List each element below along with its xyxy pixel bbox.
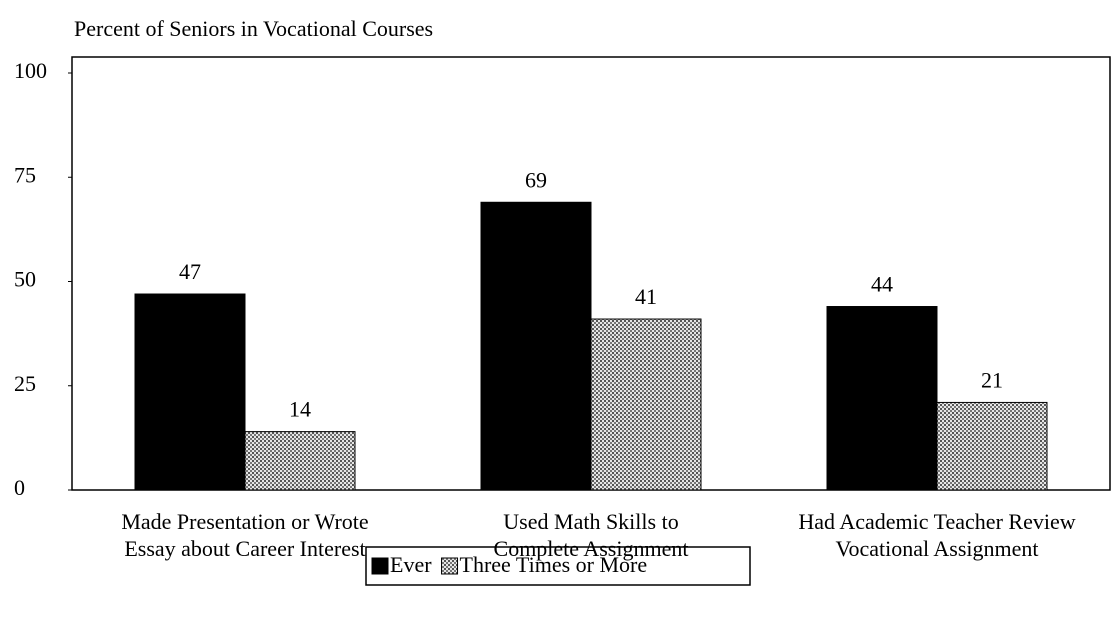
chart-title: Percent of Seniors in Vocational Courses [74, 16, 433, 41]
legend-box [365, 546, 751, 586]
legend-swatch [441, 557, 459, 575]
y-tick-label: 100 [14, 58, 47, 83]
legend-label: Ever [390, 552, 432, 577]
bar [480, 201, 592, 491]
legend-swatch [371, 557, 389, 575]
y-tick-label: 0 [14, 475, 25, 500]
bar [590, 318, 702, 491]
bar [936, 401, 1048, 491]
bar [134, 293, 246, 491]
x-tick-label: Essay about Career Interest [124, 536, 365, 561]
x-tick-label: Made Presentation or Wrote [121, 509, 368, 534]
bar [826, 306, 938, 491]
x-tick-label: Vocational Assignment [835, 536, 1038, 561]
value-label: 41 [635, 284, 657, 309]
y-tick-label: 75 [14, 162, 36, 187]
legend-label: Three Times or More [460, 552, 648, 577]
value-label: 21 [981, 367, 1003, 392]
x-tick-label: Complete Assignment [494, 536, 689, 561]
y-tick-label: 25 [14, 371, 36, 396]
value-label: 47 [179, 259, 201, 284]
x-tick-label: Had Academic Teacher Review [798, 509, 1075, 534]
value-label: 14 [289, 397, 311, 422]
bar [244, 431, 356, 491]
value-label: 44 [871, 272, 893, 297]
x-tick-label: Used Math Skills to [503, 509, 678, 534]
value-label: 69 [525, 167, 547, 192]
y-tick-label: 50 [14, 267, 36, 292]
